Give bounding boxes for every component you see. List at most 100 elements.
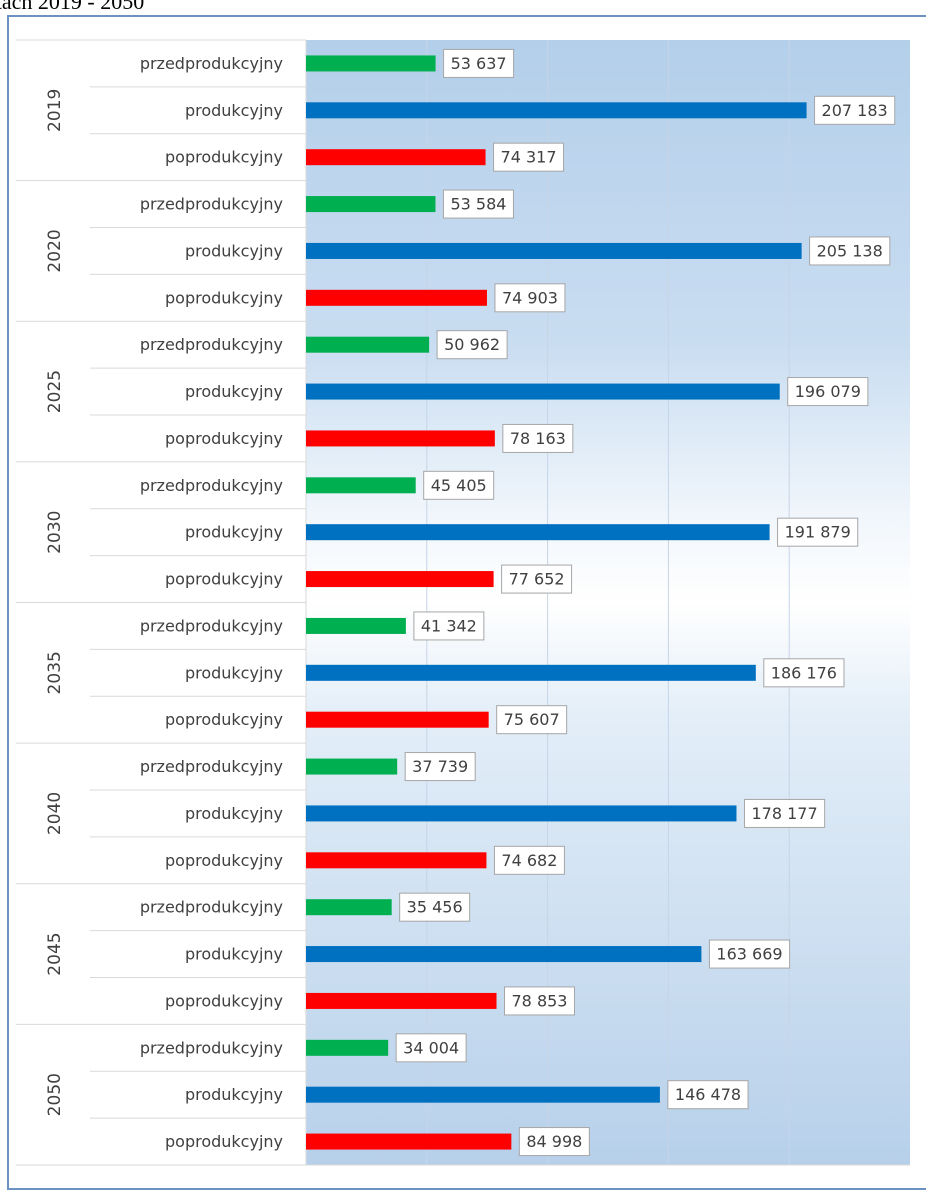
category-label-produkcyjny: produkcyjny (185, 945, 283, 964)
bar-przedprodukcyjny-2045 (306, 899, 392, 916)
group-label-2050: 2050 (45, 1073, 65, 1116)
bar-poprodukcyjny-2020 (306, 289, 487, 306)
category-label-przedprodukcyjny: przedprodukcyjny (140, 476, 283, 495)
bar-przedprodukcyjny-2019 (306, 55, 436, 72)
bar-przedprodukcyjny-2050 (306, 1039, 389, 1056)
value-label-poprodukcyjny-2050: 84 998 (526, 1132, 582, 1151)
value-label-box (809, 236, 891, 266)
category-label-poprodukcyjny: poprodukcyjny (165, 288, 283, 307)
category-label-produkcyjny: produkcyjny (185, 663, 283, 682)
value-label-box (496, 705, 568, 735)
value-label-box (777, 517, 859, 547)
value-label-box (404, 752, 476, 782)
category-label-produkcyjny: produkcyjny (185, 1085, 283, 1104)
category-label-przedprodukcyjny: przedprodukcyjny (140, 335, 283, 354)
value-label-box (763, 658, 845, 688)
value-label-poprodukcyjny-2045: 78 853 (512, 991, 568, 1010)
bar-produkcyjny-2045 (306, 946, 702, 963)
group-label-2020: 2020 (45, 229, 65, 272)
value-label-poprodukcyjny-2020: 74 903 (502, 288, 558, 307)
bar-poprodukcyjny-2050 (306, 1133, 512, 1150)
value-label-produkcyjny-2040: 178 177 (751, 804, 817, 823)
group-label-2035: 2035 (45, 651, 65, 694)
value-label-przedprodukcyjny-2030: 45 405 (431, 476, 487, 495)
category-label-przedprodukcyjny: przedprodukcyjny (140, 616, 283, 635)
bar-poprodukcyjny-2045 (306, 992, 497, 1009)
value-label-poprodukcyjny-2040: 74 682 (501, 851, 557, 870)
value-label-box (442, 189, 514, 219)
bar-produkcyjny-2025 (306, 383, 780, 400)
value-label-przedprodukcyjny-2050: 34 004 (403, 1038, 459, 1057)
category-label-produkcyjny: produkcyjny (185, 101, 283, 120)
value-label-box (743, 798, 826, 828)
group-label-2030: 2030 (45, 511, 65, 554)
group-label-2019: 2019 (45, 89, 65, 132)
category-label-poprodukcyjny: poprodukcyjny (165, 148, 283, 167)
bar-poprodukcyjny-2019 (306, 149, 486, 166)
bar-produkcyjny-2040 (306, 805, 737, 822)
value-label-produkcyjny-2025: 196 079 (795, 382, 861, 401)
category-label-przedprodukcyjny: przedprodukcyjny (140, 1038, 283, 1057)
value-label-box (814, 95, 896, 125)
value-label-box (504, 986, 575, 1016)
value-label-produkcyjny-2045: 163 669 (716, 945, 782, 964)
value-label-poprodukcyjny-2019: 74 317 (501, 148, 557, 167)
category-label-poprodukcyjny: poprodukcyjny (165, 991, 283, 1010)
value-label-produkcyjny-2035: 186 176 (771, 663, 837, 682)
value-label-box (413, 611, 485, 641)
chart-title-fragment: atach 2019 - 2050 (0, 0, 145, 14)
category-label-poprodukcyjny: poprodukcyjny (165, 710, 283, 729)
value-label-produkcyjny-2050: 146 478 (675, 1085, 741, 1104)
value-label-box (518, 1127, 590, 1157)
category-label-poprodukcyjny: poprodukcyjny (165, 429, 283, 448)
bar-przedprodukcyjny-2035 (306, 617, 406, 634)
value-label-box (502, 423, 574, 453)
value-label-box (787, 377, 869, 407)
value-label-box (399, 892, 471, 922)
category-label-produkcyjny: produkcyjny (185, 523, 283, 542)
category-label-poprodukcyjny: poprodukcyjny (165, 570, 283, 589)
bar-produkcyjny-2030 (306, 524, 770, 541)
group-label-2040: 2040 (45, 792, 65, 835)
value-label-przedprodukcyjny-2019: 53 637 (451, 54, 507, 73)
value-label-box (501, 564, 573, 594)
bar-produkcyjny-2019 (306, 102, 807, 119)
category-label-przedprodukcyjny: przedprodukcyjny (140, 54, 283, 73)
bar-produkcyjny-2020 (306, 242, 802, 259)
value-label-produkcyjny-2030: 191 879 (785, 523, 851, 542)
bar-przedprodukcyjny-2040 (306, 758, 398, 775)
category-label-produkcyjny: produkcyjny (185, 804, 283, 823)
value-label-przedprodukcyjny-2020: 53 584 (450, 195, 506, 214)
value-label-produkcyjny-2020: 205 138 (817, 241, 883, 260)
value-label-poprodukcyjny-2030: 77 652 (509, 570, 565, 589)
value-label-box (443, 48, 515, 78)
category-label-poprodukcyjny: poprodukcyjny (165, 851, 283, 870)
category-label-przedprodukcyjny: przedprodukcyjny (140, 757, 283, 776)
bar-produkcyjny-2035 (306, 664, 756, 681)
category-label-poprodukcyjny: poprodukcyjny (165, 1132, 283, 1151)
category-label-produkcyjny: produkcyjny (185, 382, 283, 401)
bar-przedprodukcyjny-2030 (306, 477, 416, 494)
value-label-produkcyjny-2019: 207 183 (822, 101, 888, 120)
category-label-produkcyjny: produkcyjny (185, 241, 283, 260)
plot-area (306, 40, 910, 1165)
bar-przedprodukcyjny-2025 (306, 336, 430, 353)
value-label-poprodukcyjny-2035: 75 607 (504, 710, 560, 729)
category-label-przedprodukcyjny: przedprodukcyjny (140, 195, 283, 214)
bar-produkcyjny-2050 (306, 1086, 660, 1103)
category-label-przedprodukcyjny: przedprodukcyjny (140, 898, 283, 917)
value-label-box (493, 142, 565, 172)
value-label-box (494, 283, 566, 313)
value-label-poprodukcyjny-2025: 78 163 (510, 429, 566, 448)
value-label-box (395, 1033, 467, 1063)
value-label-box (423, 470, 495, 500)
value-label-przedprodukcyjny-2040: 37 739 (412, 757, 468, 776)
value-label-box (436, 330, 508, 360)
group-label-2025: 2025 (45, 370, 65, 413)
bar-poprodukcyjny-2030 (306, 571, 494, 588)
bar-przedprodukcyjny-2020 (306, 196, 436, 213)
group-label-2045: 2045 (45, 932, 65, 975)
value-label-box (667, 1080, 749, 1110)
value-label-przedprodukcyjny-2025: 50 962 (444, 335, 500, 354)
